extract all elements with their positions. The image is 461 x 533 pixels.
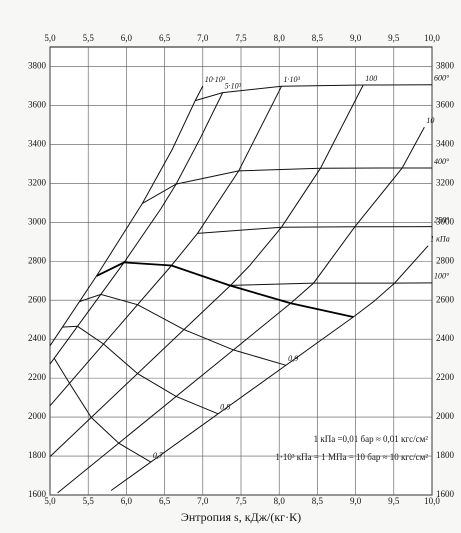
x-tick-label: 6,0 [121, 33, 133, 43]
x-tick-label: 10,0 [424, 496, 440, 506]
curve [197, 226, 433, 234]
curve-label: 400° [434, 157, 450, 166]
curve [96, 261, 354, 318]
y-tick-label: 1800 [28, 450, 47, 460]
curve [195, 84, 433, 102]
y-tick-label: 2600 [28, 294, 47, 304]
x-tick-label: 5,0 [44, 33, 56, 43]
y-tick-label: 1600 [28, 489, 47, 499]
curve-label: 0,9 [288, 354, 298, 363]
x-tick-label: 9,0 [350, 33, 362, 43]
x-tick-label: 5,5 [83, 496, 95, 506]
y-tick-label: 2600 [436, 294, 455, 304]
y-tick-label: 2400 [28, 333, 47, 343]
x-tick-label: 7,5 [235, 33, 247, 43]
x-tick-label: 8,0 [274, 496, 286, 506]
curve-label: 1·10³ [283, 75, 300, 84]
curve [142, 167, 432, 204]
curve [53, 358, 152, 463]
x-tick-label: 8,5 [312, 33, 324, 43]
y-tick-label: 3200 [28, 177, 47, 187]
curve [62, 325, 219, 415]
y-tick-label: 3000 [28, 216, 47, 226]
curve-label: 5·10³ [225, 81, 242, 90]
y-tick-label: 3800 [28, 61, 47, 71]
curve [79, 293, 287, 366]
curve [230, 282, 433, 286]
y-tick-label: 3600 [436, 99, 455, 109]
y-tick-label: 3400 [436, 138, 455, 148]
curve [57, 126, 425, 494]
y-tick-label: 2800 [436, 255, 455, 265]
curve-label: 250° [434, 215, 450, 224]
note: 1 кПа =0,01 бар ≈ 0,01 кгс/см² [314, 434, 429, 444]
curve-label: 1 кПа [430, 235, 450, 244]
x-tick-label: 9,5 [388, 33, 400, 43]
curve-label: 600° [434, 74, 450, 83]
note-box [262, 430, 430, 466]
x-tick-label: 8,0 [274, 33, 286, 43]
y-tick-label: 2800 [28, 255, 47, 265]
curve [49, 84, 364, 457]
curve-label: 100 [365, 74, 377, 83]
x-tick-label: 7,0 [197, 496, 209, 506]
y-tick-label: 3000 [436, 216, 455, 226]
y-tick-label: 2000 [28, 411, 47, 421]
x-tick-label: 6,0 [121, 496, 133, 506]
curve [49, 92, 224, 365]
x-tick-label: 7,0 [197, 33, 209, 43]
y-tick-label: 2200 [436, 372, 455, 382]
y-tick-label: 1800 [436, 450, 455, 460]
x-tick-label: 6,5 [159, 496, 171, 506]
note: 1·10³ кПа = 1 МПа = 10 бар ≈ 10 кгс/см² [275, 452, 428, 462]
y-tick-label: 2200 [28, 372, 47, 382]
y-tick-label: 3200 [436, 177, 455, 187]
x-tick-label: 7,5 [235, 496, 247, 506]
curve-label: 0,7 [153, 451, 164, 460]
x-tick-label: 5,5 [83, 33, 95, 43]
y-tick-label: 3600 [28, 99, 47, 109]
curve-label: 100° [434, 272, 450, 281]
y-tick-label: 3800 [436, 61, 455, 71]
curve-label: 0,8 [220, 403, 230, 412]
x-tick-label: 6,5 [159, 33, 171, 43]
x-tick-label: 5,0 [44, 496, 56, 506]
x-tick-label: 9,0 [350, 496, 362, 506]
x-axis-title: Энтропия s, кДж/(кг·К) [181, 510, 301, 524]
curve-label: 10 [426, 116, 434, 125]
x-tick-label: 10,0 [424, 33, 440, 43]
y-tick-label: 1600 [436, 489, 455, 499]
y-tick-label: 2400 [436, 333, 455, 343]
x-tick-label: 9,5 [388, 496, 400, 506]
curve [110, 245, 429, 491]
y-tick-label: 2000 [436, 411, 455, 421]
curve [49, 85, 204, 347]
y-tick-label: 3400 [28, 138, 47, 148]
curve-label: 10·10³ [205, 75, 226, 84]
x-tick-label: 8,5 [312, 496, 324, 506]
